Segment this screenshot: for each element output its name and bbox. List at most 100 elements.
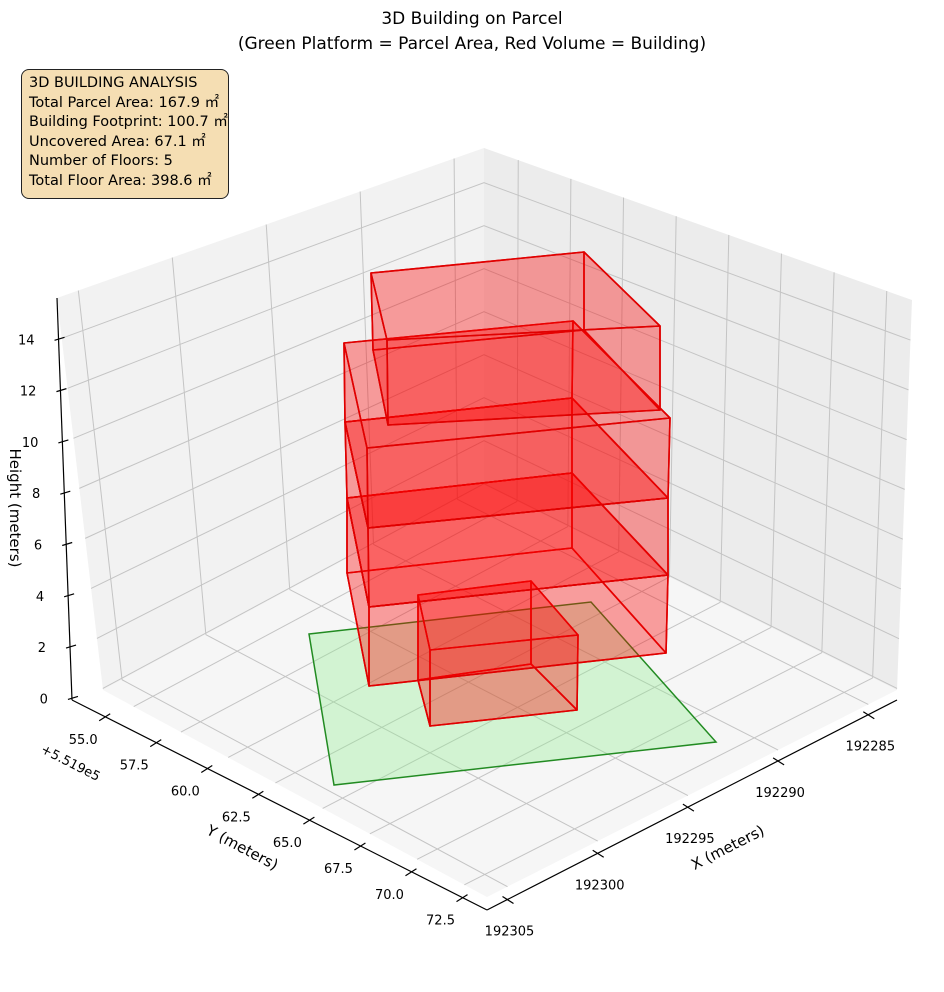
floor-grid-line: [373, 544, 779, 751]
x-tick: [682, 803, 695, 812]
z-tick: [56, 388, 67, 393]
left-wall-grid-line: [77, 290, 123, 680]
info-line: Uncovered Area: 67.1 ㎡: [29, 133, 206, 150]
floor-grid-line: [227, 551, 619, 758]
axes-panes: [57, 148, 912, 897]
info-line: Total Floor Area: 398.6 ㎡: [29, 172, 212, 189]
x-tick-label: 192300: [575, 878, 625, 893]
info-line: Building Footprint: 100.7 ㎡: [29, 114, 228, 130]
y-tick: [200, 764, 213, 773]
z-tick: [54, 336, 65, 341]
floor-grid-line: [457, 498, 869, 705]
z-tick-label: 0: [40, 692, 48, 707]
z-tick-label: 12: [20, 385, 37, 400]
z-tick: [65, 644, 77, 649]
y-tick-label: 67.5: [324, 862, 353, 877]
tick-labels: 0 2 4 6 8 10 12 14 55.0 57.5 60.0 62.5 65.0 67.5 70.0 7…: [18, 333, 895, 939]
x-tick: [502, 895, 514, 905]
wall-grid-line: [96, 440, 900, 640]
y-tick: [149, 739, 162, 748]
z-tick-label: 10: [22, 436, 39, 451]
z-axis-label: Height (meters): [6, 449, 24, 568]
z-tick: [60, 490, 71, 495]
chart-title: 3D Building on Parcel: [381, 9, 562, 29]
left-wall-grid-line: [171, 257, 207, 635]
wall-grid-line: [84, 354, 904, 540]
z-tick-label: 4: [36, 590, 44, 605]
right-wall-grid-line: [770, 253, 782, 628]
z-tick-label: 14: [18, 333, 35, 348]
building-face: [343, 320, 671, 449]
building-face: [370, 251, 661, 341]
y-tick: [252, 790, 264, 799]
wall-grid-line: [102, 483, 898, 689]
y-tick-label: 55.0: [69, 733, 98, 748]
z-tick: [67, 695, 79, 700]
floor-grid-line: [121, 679, 508, 888]
wall-grid-line: [73, 268, 907, 441]
y-tick: [456, 894, 468, 903]
x-tick: [772, 757, 785, 766]
z-tick: [58, 439, 69, 444]
x-tick: [862, 711, 875, 720]
floor-grid-line: [289, 589, 689, 797]
left-pane: [57, 148, 484, 690]
floor-5-box: [370, 251, 661, 426]
floor-grid-line: [133, 500, 518, 708]
x-axis-line: [486, 699, 898, 911]
z-tick: [62, 541, 73, 547]
y-tick-label: 72.5: [426, 914, 455, 929]
y-tick-label: 57.5: [120, 759, 149, 774]
x-tick-label: 192295: [665, 832, 715, 847]
y-tick: [354, 842, 366, 851]
y-tick-label: 70.0: [375, 888, 404, 903]
right-wall-grid-line: [821, 272, 835, 653]
floor-grid-line: [275, 576, 670, 784]
floor-grid-line: [464, 677, 873, 886]
y-tick: [98, 713, 111, 722]
left-wall-grid-line: [359, 191, 375, 545]
right-pane: [484, 148, 912, 690]
info-line: Total Parcel Area: 167.9 ㎡: [29, 94, 220, 111]
y-offset-label: +5.519e5: [38, 742, 102, 785]
right-wall-grid-line: [719, 234, 730, 603]
wall-grid-line: [90, 397, 902, 590]
y-axis-label: Y (meters): [203, 821, 282, 874]
x-tick-label: 192305: [485, 925, 535, 940]
axis-lines: [54, 297, 898, 911]
right-wall-grid-line: [567, 178, 572, 527]
floor-grid-line: [205, 634, 598, 842]
z-tick-label: 6: [34, 539, 42, 554]
z-tick-label: 8: [32, 487, 40, 502]
y-tick: [405, 868, 417, 877]
y-tick: [303, 816, 315, 825]
z-tick: [63, 593, 75, 598]
y-tick-label: 65.0: [273, 836, 302, 851]
geometry: [308, 251, 718, 786]
y-tick-label: 60.0: [171, 784, 200, 799]
floor-grid-line: [180, 526, 569, 733]
info-box: 3D BUILDING ANALYSIS Total Parcel Area: …: [21, 69, 229, 199]
z-tick-label: 2: [38, 641, 46, 656]
floor-grid-line: [416, 652, 823, 860]
floor-4-box: [343, 320, 671, 529]
building-face: [386, 325, 661, 426]
y-axis-line: [71, 699, 488, 911]
right-wall-grid-line: [516, 160, 519, 502]
left-wall-grid-line: [265, 224, 291, 590]
z-axis-line: [56, 297, 73, 701]
x-tick: [592, 849, 605, 858]
wall-grid-line: [67, 225, 909, 391]
floor-grid-line: [322, 601, 721, 809]
x-axis-label: X (meters): [688, 821, 767, 873]
right-wall-grid-line: [872, 291, 888, 678]
wall-grid-line: [79, 311, 905, 490]
right-wall-grid-line: [618, 197, 625, 552]
floor-grid-line: [369, 627, 772, 835]
x-tick-label: 192290: [755, 786, 805, 801]
info-line: Number of Floors: 5: [29, 153, 173, 169]
y-tick-label: 62.5: [222, 810, 251, 825]
x-tick-label: 192285: [845, 740, 895, 755]
floor-pane: [103, 485, 897, 897]
